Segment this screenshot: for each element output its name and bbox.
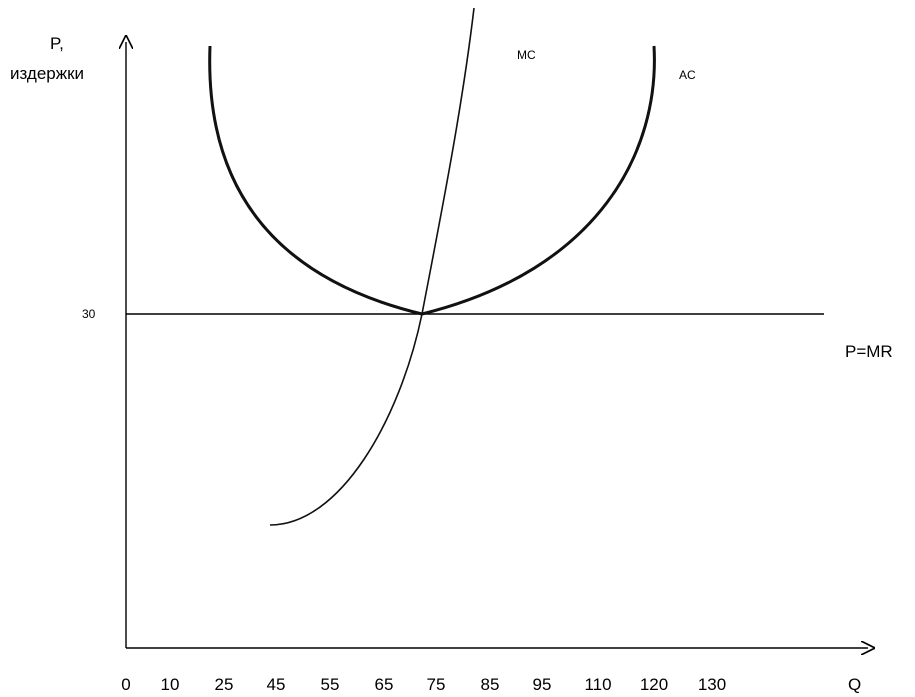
x-tick-label: 95: [533, 675, 552, 694]
price-line-label: P=MR: [845, 342, 893, 361]
x-tick-label: 110: [584, 675, 611, 694]
mc-curve-label: MC: [517, 48, 536, 62]
y-tick-label: 30: [82, 307, 96, 321]
ac-curve-label: AC: [679, 68, 696, 82]
x-axis-label: Q: [848, 675, 861, 694]
x-tick-label: 85: [481, 675, 500, 694]
x-tick-label: 0: [121, 675, 130, 694]
x-tick-labels: 0 10 25 45 55 65 75 85 95 110 120 130: [121, 675, 726, 694]
x-tick-label: 120: [640, 675, 668, 694]
y-axis-label-line1: P,: [50, 34, 64, 53]
x-tick-label: 55: [321, 675, 340, 694]
x-tick-label: 10: [161, 675, 180, 694]
y-axis-label-line2: издержки: [10, 64, 84, 83]
x-tick-label: 25: [215, 675, 234, 694]
x-tick-label: 75: [427, 675, 446, 694]
x-tick-label: 65: [375, 675, 394, 694]
x-tick-label: 130: [698, 675, 726, 694]
ac-curve: [208, 45, 656, 316]
x-tick-label: 45: [267, 675, 286, 694]
mc-curve: [269, 7, 475, 526]
